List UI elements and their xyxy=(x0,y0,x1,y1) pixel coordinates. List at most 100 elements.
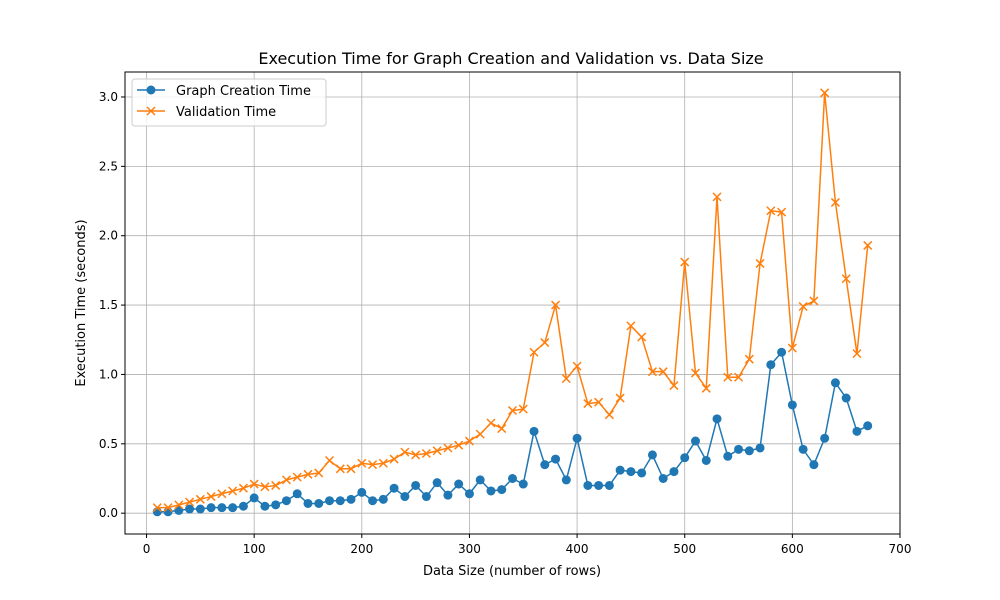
data-point-graph-creation-time xyxy=(615,465,625,475)
data-point-validation-time xyxy=(658,367,668,377)
data-point-validation-time xyxy=(238,483,248,493)
data-point-validation-time xyxy=(454,440,464,450)
legend-marker-validation xyxy=(146,106,156,116)
data-point-validation-time xyxy=(411,450,421,460)
data-point-validation-time xyxy=(346,464,356,474)
data-point-validation-time xyxy=(755,258,765,268)
data-point-graph-creation-time xyxy=(260,501,270,511)
data-point-validation-time xyxy=(551,300,561,310)
data-point-graph-creation-time xyxy=(271,500,281,510)
chart-title: Execution Time for Graph Creation and Va… xyxy=(258,49,763,68)
data-point-validation-time xyxy=(195,494,205,504)
y-tick-label: 2.0 xyxy=(99,229,118,243)
data-point-validation-time xyxy=(389,454,399,464)
data-point-validation-time xyxy=(228,486,238,496)
y-tick-label: 0.5 xyxy=(99,437,118,451)
data-point-validation-time xyxy=(152,503,162,513)
data-point-graph-creation-time xyxy=(820,433,830,443)
data-point-graph-creation-time xyxy=(303,498,313,508)
x-tick-label: 300 xyxy=(458,542,481,556)
data-point-validation-time xyxy=(163,503,173,513)
data-point-validation-time xyxy=(561,374,571,384)
data-point-validation-time xyxy=(432,446,442,456)
data-point-validation-time xyxy=(615,393,625,403)
data-point-validation-time xyxy=(335,464,345,474)
data-point-validation-time xyxy=(281,475,291,485)
data-point-validation-time xyxy=(507,405,518,416)
data-point-validation-time xyxy=(787,343,797,353)
x-tick-label: 0 xyxy=(143,542,151,556)
x-tick-label: 100 xyxy=(243,542,266,556)
data-point-validation-time xyxy=(647,367,657,377)
data-point-graph-creation-time xyxy=(830,378,840,388)
data-point-validation-time xyxy=(852,349,862,359)
data-point-validation-time xyxy=(712,192,722,202)
data-point-graph-creation-time xyxy=(658,474,668,484)
data-point-validation-time xyxy=(464,436,474,446)
data-point-validation-time xyxy=(637,332,647,342)
data-point-graph-creation-time xyxy=(637,468,647,478)
data-point-validation-time xyxy=(271,480,281,490)
y-tick-label: 2.5 xyxy=(99,159,118,173)
data-point-graph-creation-time xyxy=(852,426,862,436)
data-point-validation-time xyxy=(475,429,485,439)
y-tick-label: 1.0 xyxy=(99,367,118,381)
data-point-validation-time xyxy=(206,492,216,502)
data-point-validation-time xyxy=(378,458,388,468)
data-point-validation-time xyxy=(260,482,270,492)
data-point-validation-time xyxy=(723,372,733,382)
data-point-validation-time xyxy=(583,399,593,409)
data-point-graph-creation-time xyxy=(583,480,593,490)
data-point-graph-creation-time xyxy=(787,400,797,410)
data-point-graph-creation-time xyxy=(443,490,453,500)
data-point-graph-creation-time xyxy=(798,444,808,454)
data-point-validation-time xyxy=(400,447,410,457)
data-point-validation-time xyxy=(798,301,808,311)
y-tick-label: 3.0 xyxy=(99,90,118,104)
y-tick-label: 0.0 xyxy=(99,506,118,520)
data-point-validation-time xyxy=(421,449,431,459)
data-point-graph-creation-time xyxy=(647,450,657,460)
data-point-validation-time xyxy=(669,381,679,391)
data-point-graph-creation-time xyxy=(378,494,388,504)
data-point-validation-time xyxy=(324,455,335,465)
data-point-graph-creation-time xyxy=(518,479,528,489)
data-point-graph-creation-time xyxy=(863,421,873,431)
data-point-validation-time xyxy=(701,383,711,393)
data-point-validation-time xyxy=(314,468,324,478)
data-point-validation-time xyxy=(744,354,754,364)
data-point-graph-creation-time xyxy=(486,486,496,496)
data-point-graph-creation-time xyxy=(475,475,485,485)
data-point-graph-creation-time xyxy=(368,496,378,506)
data-point-validation-time xyxy=(594,397,604,407)
data-point-validation-time xyxy=(766,206,776,216)
data-point-validation-time xyxy=(185,497,195,507)
data-point-graph-creation-time xyxy=(680,453,690,463)
data-point-graph-creation-time xyxy=(626,467,636,477)
data-point-graph-creation-time xyxy=(508,474,517,484)
data-point-validation-time xyxy=(734,372,744,382)
data-point-graph-creation-time xyxy=(712,414,722,424)
x-tick-label: 500 xyxy=(673,542,696,556)
data-point-graph-creation-time xyxy=(292,489,302,499)
data-point-graph-creation-time xyxy=(744,446,754,456)
data-point-graph-creation-time xyxy=(281,496,291,506)
data-point-graph-creation-time xyxy=(325,496,335,506)
data-point-graph-creation-time xyxy=(594,480,604,490)
data-point-graph-creation-time xyxy=(723,451,733,461)
data-point-graph-creation-time xyxy=(734,444,744,454)
y-axis-title: Execution Time (seconds) xyxy=(74,219,89,386)
data-point-graph-creation-time xyxy=(777,347,787,357)
y-tick-label: 1.5 xyxy=(99,298,118,312)
data-point-validation-time xyxy=(497,424,507,434)
data-point-graph-creation-time xyxy=(185,504,195,514)
data-point-graph-creation-time xyxy=(497,485,507,495)
data-point-validation-time xyxy=(174,500,184,510)
data-point-graph-creation-time xyxy=(346,494,356,504)
data-point-validation-time xyxy=(809,296,819,306)
ticks: 0 100 200 300 400 500 600 700 0.0 0.5 1.0 1.5 2.0 2.5… xyxy=(99,90,912,556)
data-point-graph-creation-time xyxy=(357,487,367,497)
data-point-validation-time xyxy=(529,347,539,357)
data-point-validation-time xyxy=(572,361,582,371)
